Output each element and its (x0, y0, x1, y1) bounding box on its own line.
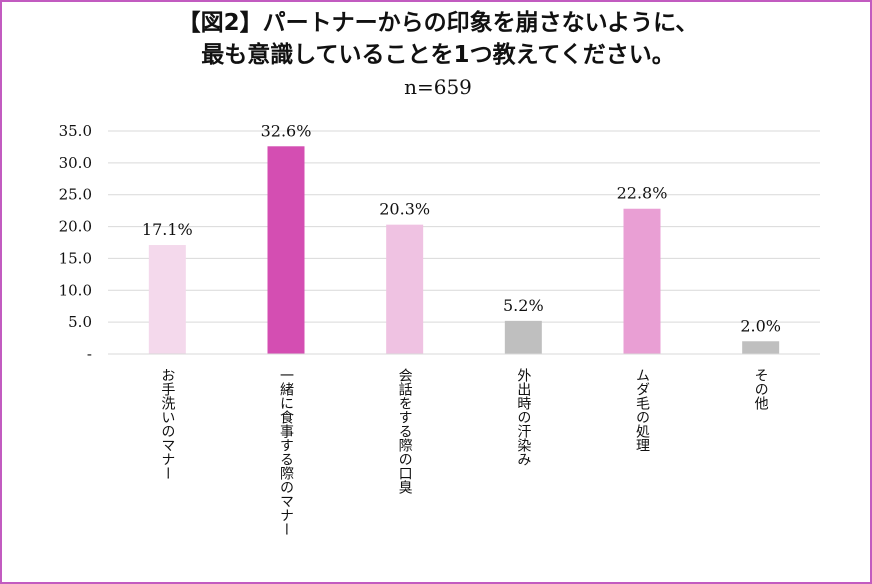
category-label: 外出時の汗染み (515, 368, 531, 466)
bar (742, 341, 780, 354)
bar (386, 224, 424, 354)
chart-title: 【図2】パートナーからの印象を崩さないように、 (177, 10, 699, 36)
data-label: 5.2% (503, 296, 544, 315)
y-tick-label: 5.0 (68, 313, 92, 331)
y-tick-label: 35.0 (59, 122, 92, 140)
bar (623, 208, 661, 354)
category-label: その他 (753, 368, 769, 411)
category-label: 会話をする際の口臭 (397, 368, 413, 494)
bar (504, 320, 542, 354)
y-tick-label: 30.0 (59, 154, 92, 172)
bar (267, 146, 305, 354)
y-tick-label: 25.0 (59, 186, 92, 204)
chart-subtitle: n=659 (404, 75, 472, 99)
y-tick-label: 20.0 (59, 218, 92, 236)
y-tick-label: - (87, 345, 92, 363)
data-label: 32.6% (261, 121, 312, 140)
bar (148, 245, 186, 354)
data-label: 22.8% (617, 184, 668, 203)
data-label: 17.1% (142, 220, 193, 239)
category-label: お手洗いのマナー (159, 368, 175, 480)
y-tick-label: 15.0 (59, 249, 92, 267)
chart-title-line2: 最も意識していることを1つ教えてください。 (201, 42, 675, 68)
y-tick-label: 10.0 (59, 281, 92, 299)
category-label: ムダ毛の処理 (634, 368, 650, 452)
data-label: 2.0% (740, 316, 781, 335)
category-label: 一緒に食事する際のマナー (278, 368, 294, 536)
data-label: 20.3% (379, 200, 430, 219)
